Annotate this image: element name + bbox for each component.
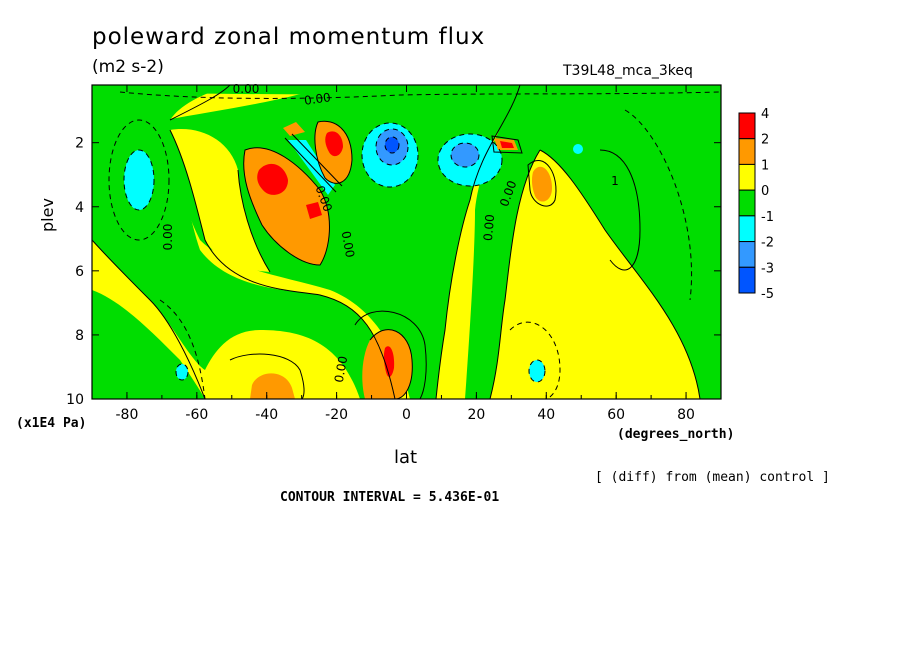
colorbar-swatch <box>738 189 756 217</box>
fill-darkblue-mid <box>385 137 399 153</box>
y-tick-label: 8 <box>75 328 84 344</box>
contour-jet-diagonal-a <box>284 137 337 193</box>
dashed-contour-blue-north <box>450 142 480 168</box>
contour-tropics-outer <box>354 310 427 399</box>
colorbar-label: -5 <box>761 287 774 302</box>
contour-lines <box>92 85 701 399</box>
x-tick-label: 20 <box>467 407 485 423</box>
fill-orange-south-low <box>250 373 295 399</box>
colorbar-swatch <box>738 163 756 191</box>
y-axis-ticks: 2 4 6 8 10 <box>66 136 721 408</box>
colorbar-label: 4 <box>761 107 769 122</box>
x-axis-ticks: -80 -60 -40 -20 0 20 40 60 80 <box>116 85 695 423</box>
contour-central-right <box>435 85 521 399</box>
x-tick-label: -20 <box>325 407 348 423</box>
contour-orange-south <box>243 147 330 266</box>
colorbar-label: 1 <box>761 158 769 173</box>
contour-label: 0.00 <box>339 230 357 259</box>
colorbar-label: -3 <box>761 261 774 276</box>
x-tick-label: 80 <box>677 407 695 423</box>
contour-yellow-core <box>237 169 271 273</box>
contour-central-left <box>169 129 396 399</box>
x-tick-label: -80 <box>116 407 139 423</box>
contour-north-right <box>539 149 701 399</box>
dashed-contour-cyan-sw-low <box>175 363 189 381</box>
dashed-contour-cyan-north <box>437 133 503 187</box>
contour-fill-layer <box>92 85 721 399</box>
fill-yellow-south-core <box>170 129 270 272</box>
dashed-contour-darkblue-mid <box>384 136 400 154</box>
contour-label: 0.00 <box>161 224 175 251</box>
chart-title: poleward zonal momentum flux <box>92 24 486 50</box>
fill-blue-north <box>451 143 479 167</box>
y-tick-label: 10 <box>66 392 84 408</box>
fill-red-south <box>257 163 288 195</box>
colorbar-swatch <box>738 241 756 268</box>
y-tick-label: 6 <box>75 264 84 280</box>
y-unit-label: (x1E4 Pa) <box>16 416 87 431</box>
fill-red-south-small <box>306 202 322 219</box>
contour-sw-low-loop <box>229 353 305 399</box>
fill-orange-ne <box>531 166 552 202</box>
colorbar: 4 2 1 0 -1 -2 -3 -5 <box>738 107 774 302</box>
colorbar-swatch <box>738 215 756 243</box>
diff-note: [ (diff) from (mean) control ] <box>595 470 830 485</box>
dashed-contour-top <box>119 91 721 99</box>
y-tick-label: 2 <box>75 136 84 152</box>
fill-red-tropics-low <box>383 346 395 377</box>
x-tick-label: -40 <box>255 407 278 423</box>
colorbar-swatch <box>738 112 756 140</box>
contour-label: 0.00 <box>303 90 331 108</box>
dashed-contour-ne-low <box>509 321 561 399</box>
dashed-contour-cyan-south <box>123 149 155 211</box>
dashed-contour-cyan-mid <box>361 122 419 188</box>
fill-orange-upper-left <box>283 122 305 136</box>
contour-orange-jet <box>314 120 353 184</box>
contour-orange-tropics <box>369 329 413 399</box>
x-tick-label: -60 <box>185 407 208 423</box>
colorbar-label: 2 <box>761 133 769 148</box>
fill-green-north-band <box>465 85 721 399</box>
units-label: (m2 s-2) <box>92 57 164 77</box>
dashed-contour-lines <box>108 91 721 399</box>
x-tick-label: 0 <box>402 407 411 423</box>
contour-label: 1 <box>611 174 619 188</box>
x-axis-label: lat <box>394 447 418 468</box>
run-label: T39L48_mca_3keq <box>563 63 693 79</box>
fill-cyan-ne-low <box>529 360 545 382</box>
fill-cyan-sw-low <box>176 364 188 380</box>
x-unit-label: (degrees_north) <box>617 427 735 442</box>
dashed-contour-cyan-south-outer <box>108 119 170 241</box>
colorbar-label: -2 <box>761 236 774 251</box>
contour-label: 0.00 <box>481 214 497 242</box>
x-tick-label: 60 <box>607 407 625 423</box>
contour-jet-north <box>491 135 523 154</box>
contour-label-layer: 0.000.000.000.000.000.000.000.00 1 <box>161 82 619 384</box>
x-tick-label: 40 <box>537 407 555 423</box>
colorbar-swatch <box>738 266 756 294</box>
contour-north-left <box>489 149 541 399</box>
contour-label: 0.00 <box>233 82 260 96</box>
contour-label: 0.00 <box>332 355 350 384</box>
contour-south-upper <box>169 85 231 121</box>
contour-ne-small <box>527 159 557 207</box>
contour-interval: CONTOUR INTERVAL = 5.436E-01 <box>280 490 500 505</box>
fill-cyan-ne-upper <box>573 144 583 154</box>
fill-cyan-south <box>124 150 154 210</box>
fill-red-jet <box>325 131 343 157</box>
dashed-contour-sw <box>159 299 206 399</box>
contour-jet-diagonal-b <box>291 133 343 187</box>
colorbar-swatch <box>738 138 756 165</box>
fill-red-jet-north <box>500 141 514 148</box>
colorbar-label: -1 <box>761 210 774 225</box>
dashed-contour-cyan-ne-low <box>528 359 546 383</box>
y-tick-label: 4 <box>75 200 84 216</box>
contour-ne-loop <box>599 149 641 271</box>
dashed-contour-blue-mid <box>375 128 409 166</box>
contour-south-zero <box>92 239 206 399</box>
colorbar-label: 0 <box>761 184 769 199</box>
